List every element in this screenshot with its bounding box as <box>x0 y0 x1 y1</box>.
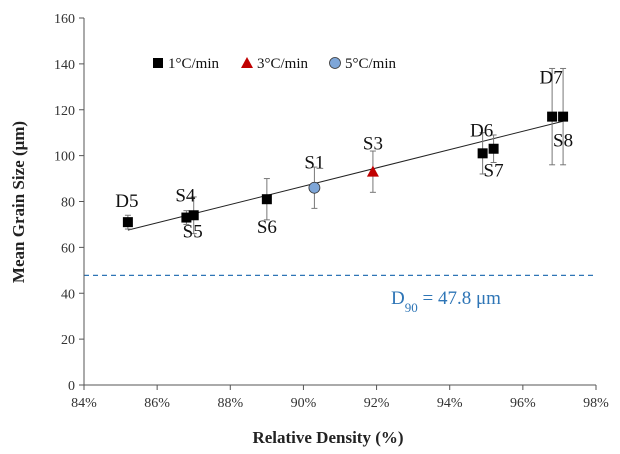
point-labels: D5 S4 S5 S6 D6 S7 D7 S8 S3 S1 <box>115 68 573 243</box>
x-tick-label: 98% <box>583 396 609 411</box>
data-point-d6 <box>477 148 488 159</box>
trendline-group <box>127 120 564 231</box>
data-points <box>122 111 569 228</box>
point-label-s4: S4 <box>175 186 196 207</box>
x-axis-title: Relative Density (%) <box>252 428 403 447</box>
y-tick-label: 160 <box>54 12 75 27</box>
data-point-s5 <box>188 210 199 221</box>
y-tick-label: 80 <box>61 196 75 211</box>
data-point-d5 <box>122 217 133 228</box>
data-point-s7 <box>488 143 499 154</box>
point-label-d6: D6 <box>470 120 493 141</box>
point-label-s6: S6 <box>257 217 277 238</box>
legend-label: 1°C/min <box>168 56 220 72</box>
legend-label: 3°C/min <box>257 56 309 72</box>
y-tick-label: 60 <box>61 241 75 256</box>
point-label-s7: S7 <box>484 161 504 182</box>
x-tick-label: 84% <box>71 396 97 411</box>
error-bars <box>124 67 567 235</box>
y-tick-label: 40 <box>61 287 75 302</box>
reference-line-group: D90 = 47.8 μm <box>84 274 596 315</box>
y-tick-label: 0 <box>68 379 75 394</box>
point-label-s1: S1 <box>304 153 324 174</box>
x-tick-label: 92% <box>364 396 390 411</box>
x-tick-label: 96% <box>510 396 536 411</box>
tick-marks: 0 20 40 60 80 100 120 140 160 84% 86% 88% 90% 92% 94% 9… <box>54 12 609 411</box>
point-label-s8: S8 <box>553 131 573 152</box>
data-point-d7 <box>547 111 558 122</box>
legend: 1°C/min 3°C/min 5°C/min <box>153 56 397 72</box>
y-tick-label: 120 <box>54 104 75 119</box>
data-point-s8 <box>558 111 569 122</box>
data-point-s6 <box>261 194 272 205</box>
data-point-s4 <box>181 212 192 223</box>
point-label-s5: S5 <box>183 221 203 242</box>
x-tick-label: 86% <box>144 396 170 411</box>
point-label-d7: D7 <box>539 68 562 89</box>
legend-marker <box>329 57 341 69</box>
trendline <box>127 120 564 231</box>
point-label-s3: S3 <box>363 134 383 155</box>
x-tick-label: 94% <box>437 396 463 411</box>
reference-line-label: D90 = 47.8 μm <box>391 288 501 315</box>
point-label-d5: D5 <box>115 191 138 212</box>
legend-marker <box>153 58 163 68</box>
y-tick-label: 140 <box>54 58 75 73</box>
legend-marker <box>241 57 253 68</box>
legend-label: 5°C/min <box>345 56 397 72</box>
y-axis-title: Mean Grain Size (μm) <box>9 121 28 283</box>
y-tick-label: 20 <box>61 333 75 348</box>
y-tick-label: 100 <box>54 150 75 165</box>
x-tick-label: 90% <box>291 396 317 411</box>
x-tick-label: 88% <box>217 396 243 411</box>
data-point-s1 <box>308 181 321 194</box>
data-point-s3 <box>366 165 379 177</box>
